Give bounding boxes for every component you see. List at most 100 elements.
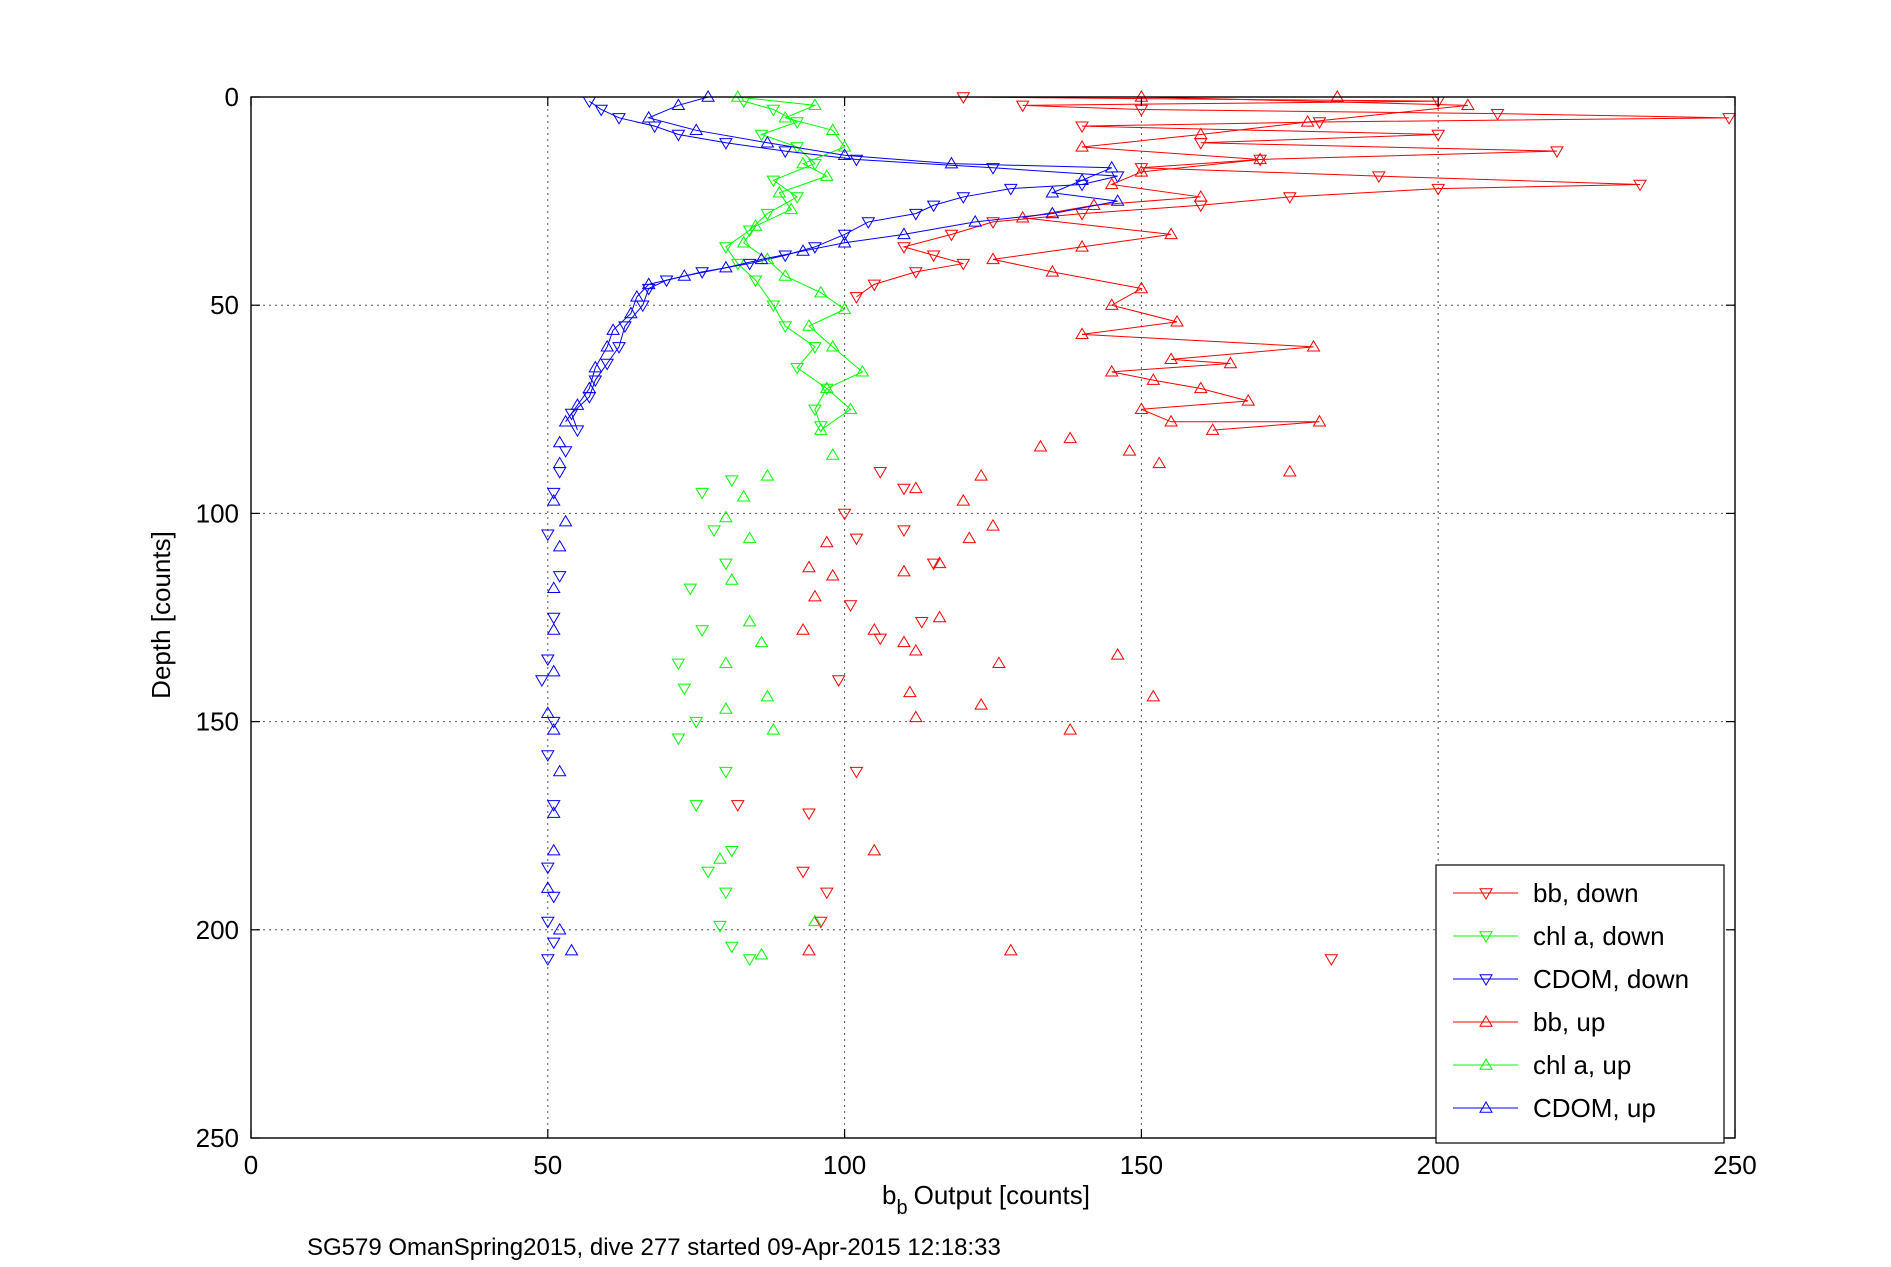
data-point	[689, 716, 704, 729]
x-tick-label: 250	[1713, 1150, 1756, 1180]
data-point	[837, 139, 852, 152]
data-point	[552, 456, 567, 469]
data-point	[1110, 194, 1125, 206]
data-point	[719, 702, 733, 714]
data-point	[766, 175, 781, 188]
data-point	[719, 558, 733, 571]
data-point	[778, 110, 793, 123]
data-point	[540, 954, 555, 966]
legend-swatch-marker	[1479, 1101, 1493, 1113]
data-point	[867, 843, 882, 856]
data-point	[1312, 414, 1327, 427]
series-5	[540, 90, 1125, 956]
data-point	[974, 468, 989, 481]
data-point	[546, 800, 561, 812]
data-point	[813, 421, 828, 433]
data-point	[766, 104, 781, 117]
data-point	[546, 937, 561, 950]
data-point	[1045, 264, 1060, 277]
data-point	[540, 881, 555, 893]
data-point	[742, 258, 757, 271]
data-point	[546, 806, 561, 818]
legend-entry: chl a, up	[1453, 1050, 1631, 1080]
data-point	[724, 573, 739, 585]
data-point	[802, 560, 816, 573]
data-point	[1075, 121, 1089, 134]
legend-entry: CDOM, up	[1453, 1093, 1656, 1123]
data-point	[944, 156, 959, 169]
data-point	[903, 685, 917, 698]
data-point	[808, 589, 822, 602]
legend-entry: bb, up	[1453, 1007, 1605, 1037]
data-point	[926, 250, 941, 263]
data-point	[813, 285, 828, 298]
data-point	[790, 362, 804, 375]
data-point	[742, 614, 757, 627]
data-point	[1146, 689, 1161, 702]
data-point	[760, 468, 775, 481]
data-point	[1122, 443, 1137, 456]
data-point	[819, 381, 834, 394]
data-point	[908, 643, 923, 656]
data-point	[1104, 364, 1119, 377]
legend-swatch-marker	[1479, 974, 1493, 986]
data-point	[843, 600, 858, 612]
series-line	[992, 96, 1468, 431]
data-point	[897, 227, 911, 240]
data-point	[606, 323, 620, 335]
legend-swatch-marker	[1479, 1058, 1493, 1070]
legend-entry: CDOM, down	[1453, 964, 1689, 994]
data-point	[594, 104, 609, 117]
data-point	[546, 493, 561, 506]
x-axis-label-text: Output [counts]	[914, 1180, 1090, 1210]
x-axis-label-subscript: b	[897, 1197, 908, 1219]
data-point	[837, 302, 852, 315]
data-point	[914, 616, 929, 629]
x-axis-label-base: b	[882, 1180, 896, 1210]
data-point	[1164, 352, 1178, 365]
data-point	[540, 529, 555, 542]
data-point	[612, 113, 626, 125]
data-point	[730, 90, 745, 102]
y-tick-label: 0	[225, 82, 239, 112]
data-point	[1075, 327, 1089, 340]
data-point	[695, 487, 710, 500]
data-point	[546, 612, 561, 625]
data-point	[908, 208, 923, 221]
data-point	[837, 508, 852, 521]
data-point	[873, 467, 888, 479]
data-point	[552, 539, 567, 552]
legend-swatch-marker	[1479, 1015, 1493, 1027]
x-tick-label: 150	[1120, 1150, 1163, 1180]
data-point	[540, 654, 555, 667]
x-tick-label: 0	[244, 1150, 258, 1180]
y-tick-label: 50	[210, 290, 239, 320]
series-0	[730, 92, 1736, 966]
legend-box	[1435, 864, 1725, 1144]
series-line	[570, 100, 1118, 431]
data-point	[808, 404, 822, 417]
data-point	[671, 129, 686, 142]
data-point	[1205, 423, 1220, 435]
data-point	[719, 766, 733, 779]
data-point	[719, 887, 733, 900]
data-point	[1134, 163, 1149, 175]
data-point	[1722, 113, 1736, 125]
data-point	[1371, 171, 1386, 184]
data-point	[1045, 185, 1060, 198]
data-point	[986, 518, 1000, 531]
data-point	[683, 583, 698, 596]
data-point	[825, 448, 840, 460]
data-point	[671, 733, 686, 746]
data-point	[1015, 100, 1030, 113]
data-point	[897, 635, 911, 648]
data-point	[754, 947, 769, 960]
data-point	[624, 306, 638, 319]
data-point	[641, 277, 656, 290]
data-point	[796, 866, 810, 879]
data-point	[790, 192, 804, 204]
y-axis-label: Depth [counts]	[146, 531, 176, 699]
